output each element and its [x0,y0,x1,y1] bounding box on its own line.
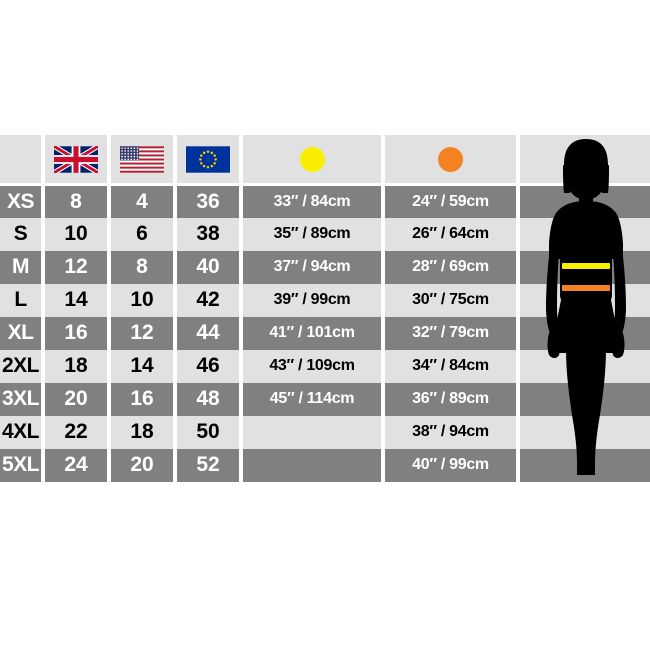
cell-uk-3xl: 20 [41,382,109,416]
cell-us-3xl: 16 [107,382,175,416]
cell-eu-5xl: 52 [173,448,241,482]
cell-us-5xl: 20 [107,448,175,482]
cell-figure-xl [516,316,650,350]
cell-uk-xs: 8 [41,184,109,218]
cell-figure-4xl [516,415,650,449]
table-row: XS 8 4 36 33″ / 84cm 24″ / 59cm [0,184,650,218]
cell-figure-m [516,250,650,284]
cell-size-4xl: 4XL [0,415,43,449]
cell-size-2xl: 2XL [0,349,43,383]
cell-bust-2xl: 43″ / 109cm [239,349,383,383]
cell-waist-3xl: 36″ / 89cm [381,382,518,416]
table-header-row [0,135,650,186]
table-row: M 12 8 40 37″ / 94cm 28″ / 69cm [0,250,650,284]
cell-us-s: 6 [107,217,175,251]
cell-size-3xl: 3XL [0,382,43,416]
cell-size-l: L [0,283,43,317]
cell-bust-s: 35″ / 89cm [239,217,383,251]
cell-bust-4xl [239,415,383,449]
cell-uk-m: 12 [41,250,109,284]
cell-waist-5xl: 40″ / 99cm [381,448,518,482]
cell-eu-m: 40 [173,250,241,284]
cell-size-xs: XS [0,184,43,218]
cell-waist-2xl: 34″ / 84cm [381,349,518,383]
cell-bust-xl: 41″ / 101cm [239,316,383,350]
cell-figure-xs [516,184,650,218]
cell-size-5xl: 5XL [0,448,43,482]
cell-us-xl: 12 [107,316,175,350]
size-chart: XS 8 4 36 33″ / 84cm 24″ / 59cm S 10 6 38 35″ / 89… [0,135,650,483]
cell-figure-l [516,283,650,317]
size-conversion-table: XS 8 4 36 33″ / 84cm 24″ / 59cm S 10 6 38 35″ / 89… [0,135,650,482]
cell-uk-2xl: 18 [41,349,109,383]
table-row: 4XL 22 18 50 38″ / 94cm [0,415,650,449]
header-cell-uk [41,135,109,186]
cell-bust-xs: 33″ / 84cm [239,184,383,218]
table-row: XL 16 12 44 41″ / 101cm 32″ / 79cm [0,316,650,350]
waist-marker-icon [438,146,463,172]
cell-us-4xl: 18 [107,415,175,449]
cell-size-m: M [0,250,43,284]
cell-uk-xl: 16 [41,316,109,350]
cell-uk-l: 14 [41,283,109,317]
table-row: 5XL 24 20 52 40″ / 99cm [0,448,650,482]
cell-bust-5xl [239,448,383,482]
cell-us-l: 10 [107,283,175,317]
cell-eu-xl: 44 [173,316,241,350]
header-cell-size [0,135,43,186]
header-cell-figure [516,135,650,186]
header-cell-waist [381,135,518,186]
cell-waist-s: 26″ / 64cm [381,217,518,251]
table-row: 2XL 18 14 46 43″ / 109cm 34″ / 84cm [0,349,650,383]
cell-us-2xl: 14 [107,349,175,383]
table-row: S 10 6 38 35″ / 89cm 26″ / 64cm [0,217,650,251]
cell-uk-4xl: 22 [41,415,109,449]
bust-marker-icon [299,146,325,172]
header-cell-bust [239,135,383,186]
table-row: 3XL 20 16 48 45″ / 114cm 36″ / 89cm [0,382,650,416]
cell-waist-4xl: 38″ / 94cm [381,415,518,449]
cell-size-s: S [0,217,43,251]
table-row: L 14 10 42 39″ / 99cm 30″ / 75cm [0,283,650,317]
cell-size-xl: XL [0,316,43,350]
cell-waist-m: 28″ / 69cm [381,250,518,284]
eu-flag-icon [186,145,230,173]
us-flag-icon [120,145,164,173]
uk-flag-icon [54,145,98,173]
cell-figure-2xl [516,349,650,383]
cell-figure-s [516,217,650,251]
cell-eu-2xl: 46 [173,349,241,383]
cell-bust-l: 39″ / 99cm [239,283,383,317]
cell-eu-s: 38 [173,217,241,251]
cell-eu-xs: 36 [173,184,241,218]
cell-us-m: 8 [107,250,175,284]
cell-uk-5xl: 24 [41,448,109,482]
cell-eu-l: 42 [173,283,241,317]
cell-waist-xs: 24″ / 59cm [381,184,518,218]
header-cell-us [107,135,175,186]
cell-bust-3xl: 45″ / 114cm [239,382,383,416]
cell-figure-3xl [516,382,650,416]
cell-us-xs: 4 [107,184,175,218]
cell-eu-4xl: 50 [173,415,241,449]
header-cell-eu [173,135,241,186]
cell-bust-m: 37″ / 94cm [239,250,383,284]
cell-waist-xl: 32″ / 79cm [381,316,518,350]
cell-figure-5xl [516,448,650,482]
cell-uk-s: 10 [41,217,109,251]
cell-eu-3xl: 48 [173,382,241,416]
cell-waist-l: 30″ / 75cm [381,283,518,317]
